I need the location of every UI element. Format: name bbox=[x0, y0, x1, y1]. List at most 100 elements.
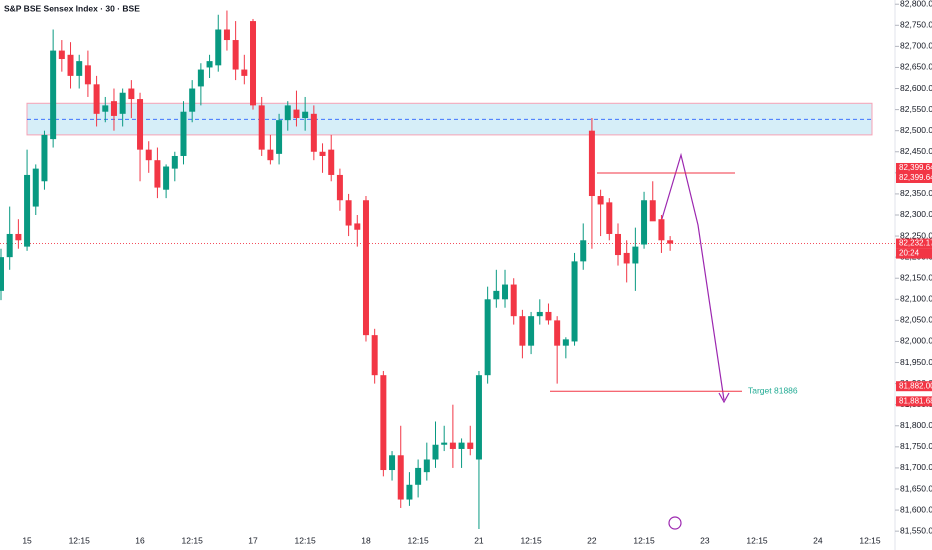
chart-title: S&P BSE Sensex Index · 30 · BSE bbox=[4, 3, 140, 13]
candle-body bbox=[232, 40, 239, 70]
y-tick-label: 81,650.00 bbox=[900, 483, 932, 493]
x-tick-label: 12:15 bbox=[520, 535, 542, 545]
candle-body bbox=[554, 320, 561, 346]
candle-body bbox=[189, 88, 196, 112]
y-tick-label: 82,100.00 bbox=[900, 294, 932, 304]
candle-body bbox=[58, 50, 65, 60]
candle-body bbox=[641, 200, 648, 245]
candle-body bbox=[110, 101, 117, 116]
candle-body bbox=[571, 261, 578, 342]
candle-body bbox=[545, 311, 552, 321]
candle-body bbox=[623, 252, 630, 264]
y-tick-label: 81,750.00 bbox=[900, 441, 932, 451]
candle-body bbox=[293, 109, 300, 119]
y-tick-label: 82,800.00 bbox=[900, 0, 932, 8]
projection-arrow bbox=[718, 392, 730, 404]
y-tick-label: 82,550.00 bbox=[900, 104, 932, 114]
event-icon[interactable] bbox=[668, 516, 682, 530]
price-box-label: 81,881.68 bbox=[899, 396, 932, 405]
x-tick-label: 17 bbox=[248, 535, 258, 545]
candle-body bbox=[163, 166, 170, 190]
price-box bbox=[896, 162, 932, 173]
candle-body bbox=[597, 196, 604, 205]
candle-body bbox=[441, 442, 448, 445]
candle-body bbox=[32, 168, 39, 207]
x-tick-label: 12:15 bbox=[407, 535, 429, 545]
target-label: Target 81886 bbox=[748, 385, 798, 395]
candle-body bbox=[0, 257, 4, 291]
price-box-label: 82,232.17 bbox=[899, 239, 932, 248]
candle-body bbox=[606, 202, 613, 234]
x-tick-label: 24 bbox=[813, 535, 823, 545]
candle-body bbox=[137, 99, 144, 150]
countdown-label: 20:24 bbox=[899, 249, 920, 258]
candle-body bbox=[536, 311, 543, 317]
x-tick-label: 18 bbox=[361, 535, 371, 545]
x-tick-label: 23 bbox=[700, 535, 710, 545]
candle-body bbox=[614, 233, 621, 256]
price-box-label: 81,882.00 bbox=[899, 381, 932, 390]
x-tick-label: 22 bbox=[587, 535, 597, 545]
candle-body bbox=[206, 61, 213, 68]
candle-body bbox=[284, 105, 291, 121]
candle-body bbox=[458, 442, 465, 449]
candle-body bbox=[397, 455, 404, 500]
candle-body bbox=[241, 69, 248, 76]
candle-body bbox=[389, 455, 396, 471]
candle-body bbox=[24, 174, 31, 247]
y-tick-label: 82,300.00 bbox=[900, 209, 932, 219]
candle-body bbox=[197, 69, 204, 87]
candle-body bbox=[6, 233, 13, 258]
candle-body bbox=[345, 200, 352, 226]
candle-body bbox=[484, 299, 491, 376]
candle-body bbox=[658, 219, 665, 241]
candle-body bbox=[528, 316, 535, 346]
x-tick-label: 15 bbox=[22, 535, 32, 545]
candle-body bbox=[649, 200, 656, 222]
price-box bbox=[896, 381, 932, 392]
y-tick-label: 82,500.00 bbox=[900, 125, 932, 135]
candle-body bbox=[250, 21, 257, 106]
x-tick-label: 12:15 bbox=[633, 535, 655, 545]
y-tick-label: 82,000.00 bbox=[900, 336, 932, 346]
x-tick-label: 12:15 bbox=[295, 535, 317, 545]
candle-body bbox=[588, 130, 595, 197]
projection-path bbox=[660, 152, 725, 401]
candle-body bbox=[145, 149, 152, 161]
candle-body bbox=[510, 284, 517, 317]
candle-body bbox=[223, 29, 230, 41]
candle-body bbox=[119, 92, 126, 114]
y-tick-label: 82,250.00 bbox=[900, 230, 932, 240]
candle-body bbox=[362, 200, 369, 336]
candle-body bbox=[93, 84, 100, 114]
candle-body bbox=[354, 223, 361, 230]
y-tick-label: 82,350.00 bbox=[900, 188, 932, 198]
candle-body bbox=[493, 290, 500, 300]
candle-body bbox=[180, 111, 187, 156]
y-tick-label: 82,650.00 bbox=[900, 62, 932, 72]
price-box bbox=[896, 396, 932, 407]
candle-body bbox=[519, 316, 526, 346]
candle-body bbox=[276, 120, 283, 154]
y-tick-label: 82,700.00 bbox=[900, 41, 932, 51]
candle-body bbox=[467, 442, 474, 449]
candle-body bbox=[328, 149, 335, 175]
candle-body bbox=[380, 375, 387, 471]
candle-body bbox=[432, 444, 439, 460]
price-box bbox=[896, 172, 932, 183]
y-tick-label: 81,600.00 bbox=[900, 504, 932, 514]
candle-body bbox=[267, 149, 274, 161]
candle-body bbox=[415, 467, 422, 485]
candle-body bbox=[102, 105, 109, 112]
y-tick-label: 82,600.00 bbox=[900, 83, 932, 93]
candle-body bbox=[215, 29, 222, 66]
y-tick-label: 81,800.00 bbox=[900, 420, 932, 430]
candle-body bbox=[302, 111, 309, 119]
y-tick-label: 82,050.00 bbox=[900, 315, 932, 325]
x-tick-label: 12:15 bbox=[182, 535, 204, 545]
candle-body bbox=[15, 233, 22, 241]
candle-body bbox=[258, 105, 265, 150]
x-tick-label: 12:15 bbox=[859, 535, 881, 545]
